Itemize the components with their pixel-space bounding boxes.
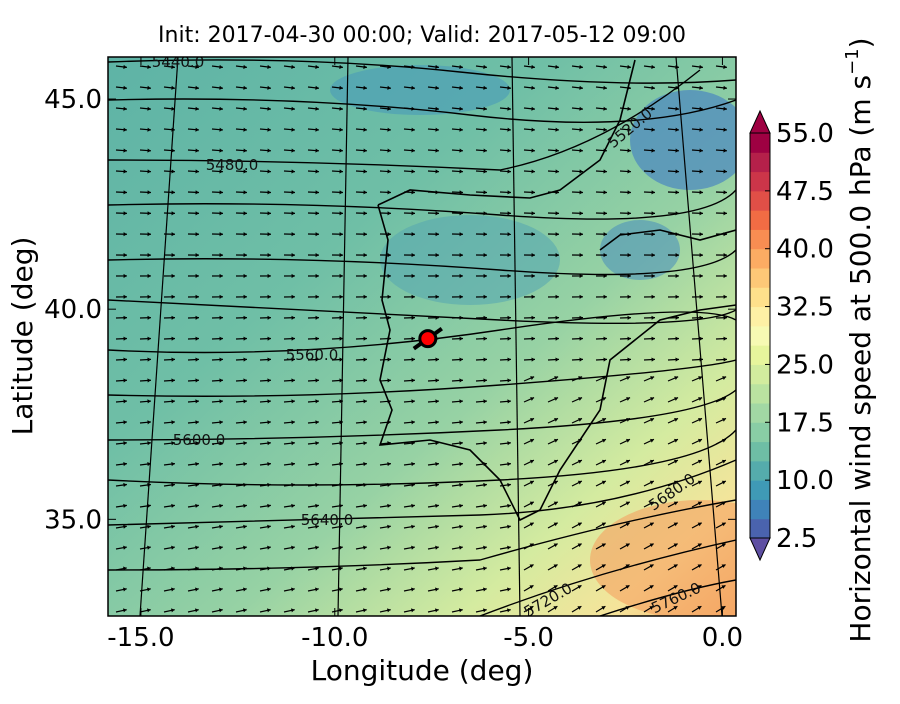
colorbar-tick-label: 32.5 bbox=[776, 293, 834, 323]
contour-label: 5560.0 bbox=[286, 346, 339, 364]
colorbar-swatch bbox=[750, 287, 770, 307]
field-blob bbox=[380, 215, 560, 305]
x-axis-label: Longitude (deg) bbox=[311, 654, 534, 687]
colorbar-swatch bbox=[750, 442, 770, 462]
colorbar-tick-label: 17.5 bbox=[776, 408, 834, 438]
colorbar-label-sup: −1 bbox=[842, 48, 863, 75]
colorbar-tick-label: 2.5 bbox=[776, 524, 817, 554]
colorbar-swatch bbox=[750, 345, 770, 365]
colorbar-swatch bbox=[750, 519, 770, 539]
x-tick-label: -10.0 bbox=[301, 623, 368, 653]
field-blob bbox=[590, 500, 810, 620]
location-marker bbox=[420, 331, 436, 347]
colorbar-tick-label: 25.0 bbox=[776, 350, 834, 380]
colorbar-swatch bbox=[750, 210, 770, 230]
colorbar-extend-bottom bbox=[750, 538, 770, 560]
colorbar-swatch bbox=[750, 152, 770, 172]
chart-title: Init: 2017-04-30 00:00; Valid: 2017-05-1… bbox=[158, 23, 686, 48]
colorbar-label-text: Horizontal wind speed at 500.0 hPa (m s bbox=[844, 75, 877, 643]
contour-label: 5640.0 bbox=[301, 511, 354, 529]
colorbar-swatch bbox=[750, 403, 770, 423]
map: 5440.0 5480.0 5520.0 5560.0 5600.0 5640.… bbox=[108, 53, 810, 621]
colorbar-swatch bbox=[750, 172, 770, 192]
colorbar: 2.5 10.0 17.5 25.0 32.5 40.0 47.5 55.0 bbox=[750, 111, 834, 560]
x-tick-label: -5.0 bbox=[503, 623, 554, 653]
field-blob bbox=[630, 90, 750, 190]
colorbar-swatch bbox=[750, 364, 770, 384]
colorbar-label-close: ) bbox=[844, 37, 877, 48]
colorbar-tick-label: 55.0 bbox=[776, 119, 834, 149]
colorbar-swatch bbox=[750, 249, 770, 269]
colorbar-swatch bbox=[750, 191, 770, 211]
colorbar-label: Horizontal wind speed at 500.0 hPa (m s−… bbox=[842, 37, 877, 642]
y-tick-label: 40.0 bbox=[44, 295, 102, 325]
colorbar-tick-label: 40.0 bbox=[776, 235, 834, 265]
colorbar-swatch bbox=[750, 307, 770, 327]
colorbar-swatch bbox=[750, 268, 770, 288]
x-tick-label: -15.0 bbox=[107, 623, 174, 653]
colorbar-extend-top bbox=[750, 111, 770, 133]
colorbar-swatch bbox=[750, 499, 770, 519]
contour-label: 5440.0 bbox=[152, 53, 205, 71]
colorbar-tick-label: 10.0 bbox=[776, 466, 834, 496]
contour-label: 5480.0 bbox=[206, 156, 259, 174]
y-tick-label: 45.0 bbox=[44, 85, 102, 115]
colorbar-swatch bbox=[750, 461, 770, 481]
colorbar-swatch bbox=[750, 326, 770, 346]
colorbar-swatch bbox=[750, 133, 770, 153]
x-tick-label: 0.0 bbox=[702, 623, 743, 653]
y-tick-label: 35.0 bbox=[44, 505, 102, 535]
colorbar-tick-label: 47.5 bbox=[776, 177, 834, 207]
colorbar-swatch bbox=[750, 480, 770, 500]
contour-label: 5600.0 bbox=[173, 431, 226, 449]
colorbar-swatch bbox=[750, 229, 770, 249]
colorbar-swatch bbox=[750, 422, 770, 442]
colorbar-swatch bbox=[750, 384, 770, 404]
y-axis-label: Latitude (deg) bbox=[6, 237, 39, 436]
